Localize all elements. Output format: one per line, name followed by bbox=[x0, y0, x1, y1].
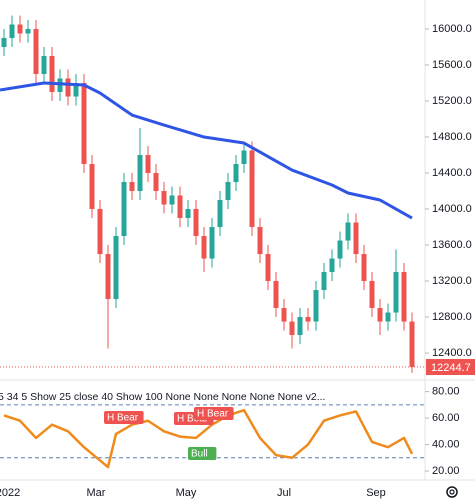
candle-body bbox=[1, 37, 7, 47]
candle-body bbox=[233, 164, 239, 183]
candle-body bbox=[305, 317, 311, 322]
candle-body bbox=[25, 28, 31, 34]
y-tick-label: 60.00 bbox=[432, 412, 460, 424]
candle-body bbox=[337, 240, 343, 259]
candle-body bbox=[17, 24, 23, 34]
candle-body bbox=[97, 209, 103, 255]
candle-body bbox=[49, 55, 55, 92]
candle-body bbox=[393, 272, 399, 313]
settings-icon[interactable] bbox=[446, 486, 458, 498]
candle-body bbox=[113, 236, 119, 300]
y-tick-label: 20.00 bbox=[432, 465, 460, 477]
candle-body bbox=[257, 227, 263, 255]
candle-body bbox=[65, 78, 71, 97]
y-tick-label: 14400.0 bbox=[432, 167, 472, 179]
candle-body bbox=[209, 227, 215, 259]
gear[interactable] bbox=[446, 486, 458, 498]
y-tick-label: 12800.0 bbox=[432, 311, 472, 323]
y-tick-label: 14000.0 bbox=[432, 203, 472, 215]
annotation-label: H Bear bbox=[177, 414, 209, 425]
candle-body bbox=[297, 317, 303, 336]
indicator-legend: 5 34 5 Show 25 close 40 Show 100 None No… bbox=[0, 391, 325, 403]
series-line bbox=[3, 408, 414, 469]
candle-body bbox=[33, 28, 39, 74]
last-price-box bbox=[426, 359, 475, 376]
y-tick-label: 15600.0 bbox=[432, 59, 472, 71]
candle-body bbox=[177, 195, 183, 219]
candle-body bbox=[161, 191, 167, 205]
candle-body bbox=[73, 82, 79, 97]
y-tick-label: 40.00 bbox=[432, 438, 460, 450]
x-tick-label: May bbox=[176, 487, 197, 499]
candle-body bbox=[249, 150, 255, 228]
candle-body bbox=[169, 195, 175, 205]
candle-body bbox=[105, 254, 111, 300]
candle-body bbox=[345, 222, 351, 241]
candle-body bbox=[289, 321, 295, 336]
annotation-label: Bull bbox=[191, 449, 208, 460]
candle-body bbox=[137, 155, 143, 192]
candle-body bbox=[361, 254, 367, 282]
candle-body bbox=[273, 281, 279, 309]
series-line bbox=[0, 81, 413, 220]
y-tick-label: 13600.0 bbox=[432, 239, 472, 251]
candle-body bbox=[121, 182, 127, 237]
candle-body bbox=[241, 150, 247, 165]
y-tick-label: 12400.0 bbox=[432, 347, 472, 359]
x-tick-label: 2022 bbox=[0, 487, 20, 499]
candle-body bbox=[225, 182, 231, 201]
y-tick-label: 16000.0 bbox=[432, 23, 472, 35]
candle-body bbox=[329, 258, 335, 273]
candle-body bbox=[217, 200, 223, 228]
annotation-box bbox=[104, 411, 144, 424]
y-tick-label: 15200.0 bbox=[432, 95, 472, 107]
candle-body bbox=[41, 55, 47, 74]
candle-body bbox=[377, 308, 383, 322]
candle-body bbox=[281, 308, 287, 322]
candle-body bbox=[353, 222, 359, 255]
annotation-box bbox=[188, 447, 217, 460]
last-price-label: 12244.7 bbox=[431, 362, 471, 374]
candle-body bbox=[89, 164, 95, 210]
annotation-label: H Bear bbox=[197, 409, 229, 420]
candle-body bbox=[409, 321, 415, 368]
candle-body bbox=[185, 209, 191, 219]
x-tick-label: Sep bbox=[366, 487, 386, 499]
gear-hub[interactable] bbox=[449, 489, 455, 495]
x-tick-label: Mar bbox=[87, 487, 106, 499]
candle-body bbox=[145, 155, 151, 174]
candle-body bbox=[385, 312, 391, 322]
candle-body bbox=[321, 272, 327, 291]
candle-body bbox=[401, 272, 407, 322]
candle-body bbox=[265, 254, 271, 282]
candle-body bbox=[193, 209, 199, 237]
annotation-label: H Bear bbox=[107, 413, 139, 424]
candle-body bbox=[81, 82, 87, 165]
candle-body bbox=[369, 281, 375, 309]
y-tick-label: 13200.0 bbox=[432, 275, 472, 287]
candle-body bbox=[129, 182, 135, 192]
candle-body bbox=[313, 290, 319, 322]
y-tick-label: 80.00 bbox=[432, 386, 460, 398]
x-tick-label: Jul bbox=[277, 487, 291, 499]
candle-body bbox=[153, 173, 159, 192]
candle-body bbox=[201, 236, 207, 259]
candle-body bbox=[9, 24, 15, 38]
annotation-box bbox=[194, 407, 234, 420]
y-tick-label: 14800.0 bbox=[432, 131, 472, 143]
